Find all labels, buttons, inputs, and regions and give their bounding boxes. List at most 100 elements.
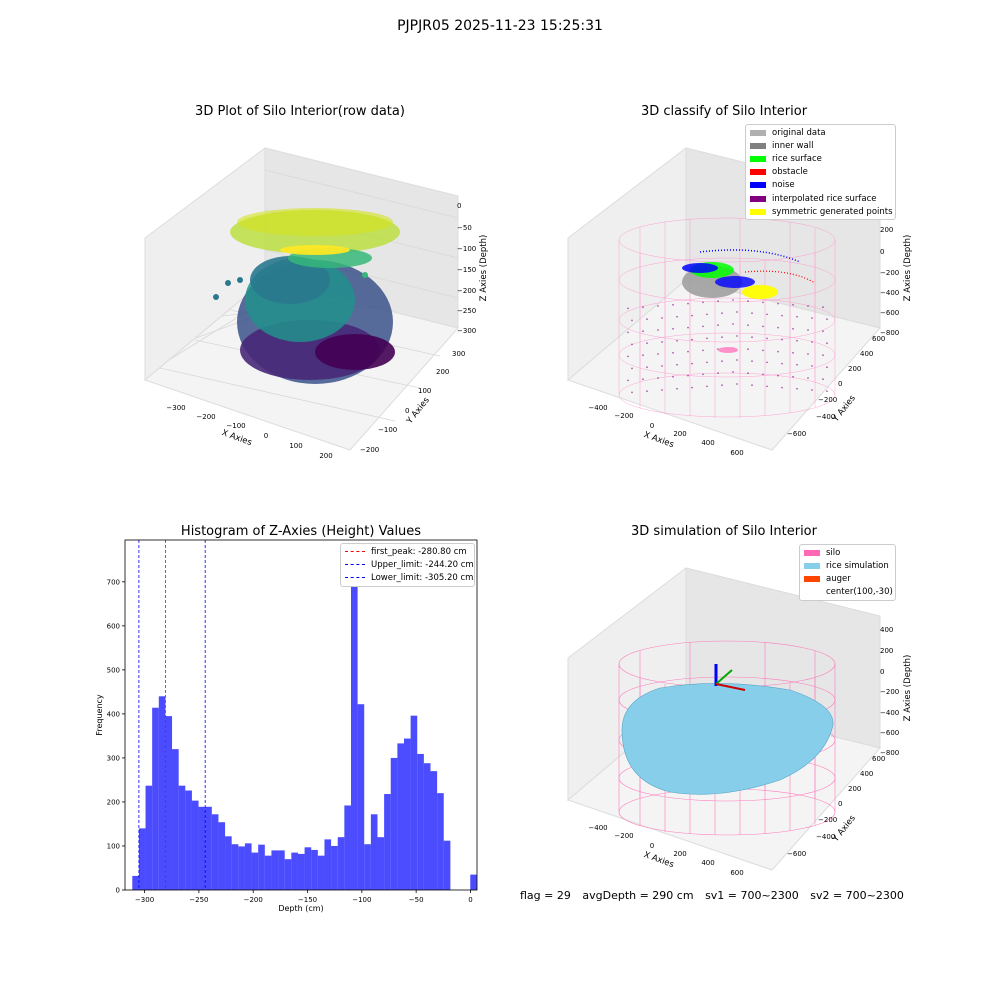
histogram-bar <box>231 844 239 890</box>
interpolated-point <box>822 306 824 309</box>
interpolated-point <box>721 384 723 387</box>
classify-z-tick: 0 <box>880 248 884 256</box>
legend-color-swatch <box>804 549 820 556</box>
classify-y-tick: 600 <box>872 335 885 343</box>
legend-entry: auger <box>800 572 895 585</box>
raw-z-tick: 0 <box>457 202 461 210</box>
interpolated-point <box>661 365 663 367</box>
simulation-z-tick: −800 <box>880 749 899 757</box>
interpolated-point <box>811 341 813 343</box>
histogram-x-ticks: −300 −250 −200 −150 −100 −50 0 <box>135 890 473 904</box>
raw-x-tick: −200 <box>196 413 215 421</box>
simulation-y-tick: −200 <box>818 816 837 824</box>
interpolated-point <box>777 326 779 329</box>
histogram-bar <box>218 822 226 890</box>
histogram-legend-entry: Lower_limit: -305.20 cm <box>341 571 474 584</box>
raw-y-tick: −100 <box>378 426 397 434</box>
histogram-bar <box>384 794 391 890</box>
classify-y-tick: 200 <box>848 365 861 373</box>
histogram-y-tick-label: 200 <box>107 798 120 806</box>
interpolated-point <box>766 337 768 340</box>
interpolated-point <box>736 359 738 361</box>
histogram-bar <box>437 793 444 890</box>
legend-label: first_peak: -280.80 cm <box>371 546 467 557</box>
legend-label: symmetric generated points <box>772 206 893 217</box>
legend-line-swatch <box>345 551 365 553</box>
histogram-bar <box>344 805 351 890</box>
interpolated-point <box>687 326 689 329</box>
interpolated-point <box>706 337 708 340</box>
histogram-y-label: Frequency <box>95 694 104 736</box>
interpolated-point <box>672 327 674 330</box>
histogram-bar <box>377 837 385 890</box>
classify-points <box>682 249 816 353</box>
histogram-bar <box>423 763 431 890</box>
raw-z-tick: −200 <box>457 287 476 295</box>
histogram-legend-entry: first_peak: -280.80 cm <box>341 545 474 558</box>
legend-entry: symmetric generated points <box>746 205 895 218</box>
interpolated-point <box>691 314 693 317</box>
interpolated-point <box>631 343 633 346</box>
histogram-x-tick-label: −300 <box>135 896 154 904</box>
histogram-bar <box>317 855 325 890</box>
histogram-y-tick-label: 400 <box>107 710 120 718</box>
interpolated-point <box>822 378 824 381</box>
histogram-bar <box>138 828 146 890</box>
interpolated-point <box>751 312 753 315</box>
interpolated-point <box>642 354 644 357</box>
interpolated-point <box>706 385 708 388</box>
classify-z-axis-label: Z Axies (Depth) <box>903 235 913 302</box>
simulation-x-tick: −200 <box>614 832 633 840</box>
raw-z-tick: −100 <box>457 245 476 253</box>
histogram-bar <box>165 716 173 890</box>
legend-label: interpolated rice surface <box>772 193 877 204</box>
interpolated-point <box>747 300 749 303</box>
raw-plot-title: 3D Plot of Silo Interior(row data) <box>195 104 405 119</box>
legend-entry: inner wall <box>746 139 895 152</box>
legend-label: obstacle <box>772 167 808 178</box>
classify-plot-title: 3D classify of Silo Interior <box>640 104 808 119</box>
legend-color-swatch <box>804 575 820 582</box>
interpolated-point <box>702 349 704 352</box>
raw-y-tick: −200 <box>360 446 379 454</box>
interpolated-point <box>642 378 644 381</box>
raw-x-tick: 100 <box>289 442 302 450</box>
histogram-bar <box>390 757 398 890</box>
interpolated-point <box>736 335 738 337</box>
interpolated-point <box>627 379 629 382</box>
histogram-reference-lines <box>138 540 206 890</box>
interpolated-point <box>762 349 764 352</box>
simulation-z-tick: −600 <box>880 729 899 737</box>
histogram-bar <box>397 743 404 890</box>
interpolated-point <box>826 342 828 345</box>
footer-avg-depth: avgDepth = 290 cm <box>582 889 694 902</box>
interpolated-point <box>822 330 824 333</box>
interpolated-point <box>807 305 809 307</box>
raw-y-tick: 100 <box>418 387 431 395</box>
raw-x-tick: −300 <box>166 404 185 412</box>
interpolated-point <box>657 377 659 379</box>
interpolated-point <box>676 363 678 366</box>
interpolated-point <box>811 317 813 319</box>
simulation-x-tick: −400 <box>588 824 607 832</box>
histogram-bar <box>284 859 292 890</box>
interpolated-point <box>777 302 779 305</box>
histogram-bar <box>152 707 159 890</box>
legend-color-swatch <box>804 562 820 569</box>
histogram-bar <box>304 847 312 890</box>
interpolated-point <box>751 384 753 387</box>
footer-flag: flag = 29 <box>520 889 571 902</box>
interpolated-point <box>627 355 629 358</box>
histogram-bar <box>205 806 212 890</box>
histogram-bar <box>311 849 318 890</box>
histogram-y-tick-label: 100 <box>107 842 120 850</box>
legend-label: rice surface <box>772 153 822 164</box>
histogram-bar <box>364 844 371 890</box>
histogram-bar <box>264 855 272 890</box>
interpolated-point <box>717 300 719 303</box>
histogram-bar <box>258 844 265 890</box>
histogram-title: Histogram of Z-Axies (Height) Values <box>180 524 422 539</box>
